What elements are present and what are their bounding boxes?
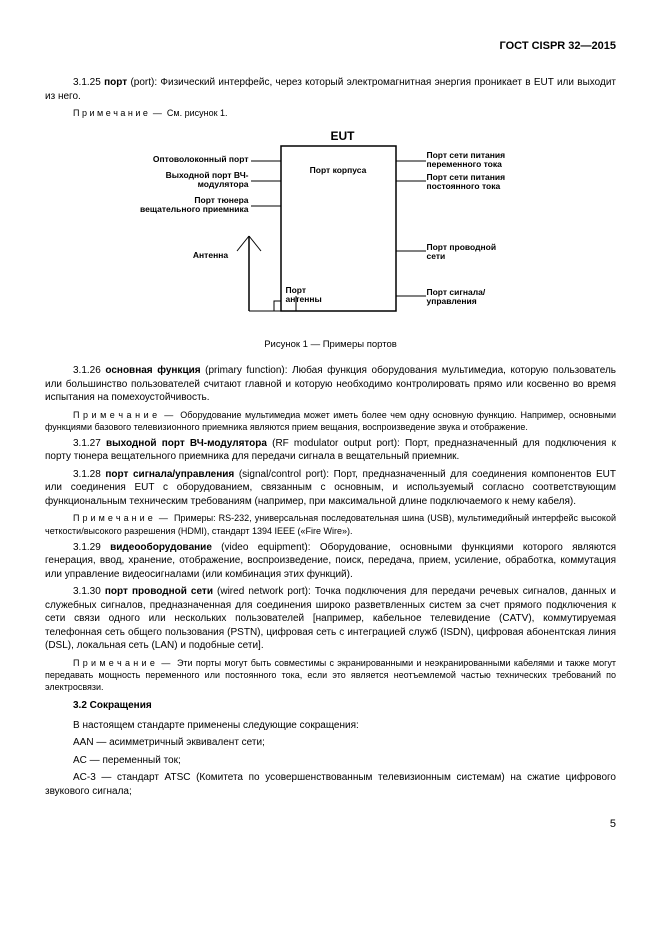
abbr-intro: В настоящем стандарте применены следующи… xyxy=(45,719,616,733)
fig-bottomb: антенны xyxy=(286,294,322,304)
abbr-2: AC — переменный ток; xyxy=(45,754,616,768)
page-number: 5 xyxy=(45,818,616,830)
fig-left4: Антенна xyxy=(186,251,236,260)
para-3-1-30: 3.1.30 порт проводной сети (wired networ… xyxy=(45,585,616,653)
eut-title: EUT xyxy=(331,129,355,143)
doc-header: ГОСТ CISPR 32—2015 xyxy=(45,40,616,52)
abbr-1: AAN — асимметричный эквивалент сети; xyxy=(45,736,616,750)
note-word: П р и м е ч а н и е xyxy=(73,108,148,118)
note-3-1-25: См. рисунок 1. xyxy=(167,108,228,118)
fig-box-label: Порт корпуса xyxy=(296,166,381,175)
fig-right3b: сети xyxy=(427,251,446,261)
para-3-1-29: 3.1.29 видеооборудование (video equipmen… xyxy=(45,541,616,582)
note-word-4: П р и м е ч а н и е xyxy=(73,658,155,668)
para-3-1-27: 3.1.27 выходной порт ВЧ-модулятора (RF m… xyxy=(45,437,616,464)
figure-caption: Рисунок 1 — Примеры портов xyxy=(45,339,616,350)
fig-left2b: модулятора xyxy=(198,179,249,189)
fig-left1: Оптоволоконный порт xyxy=(141,155,249,164)
note-word-2: П р и м е ч а н и е xyxy=(73,410,157,420)
fig-left3b: вещательного приемника xyxy=(140,204,248,214)
abbr-3: AC-3 — стандарт ATSC (Комитета по усовер… xyxy=(45,771,616,798)
para-3-1-25: 3.1.25 порт (port): Физический интерфейс… xyxy=(45,76,616,103)
para-3-1-28: 3.1.28 порт сигнала/управления (signal/c… xyxy=(45,468,616,509)
fig-right2b: постоянного тока xyxy=(427,181,501,191)
fig-right4b: управления xyxy=(427,296,477,306)
section-3-2: 3.2 Сокращения xyxy=(45,699,616,713)
figure-1: EUT Порт корпуса Оптоволоконн xyxy=(141,131,521,331)
note-word-3: П р и м е ч а н и е xyxy=(73,513,153,523)
para-3-1-26: 3.1.26 основная функция (primary functio… xyxy=(45,364,616,405)
fig-right1b: переменного тока xyxy=(427,159,502,169)
